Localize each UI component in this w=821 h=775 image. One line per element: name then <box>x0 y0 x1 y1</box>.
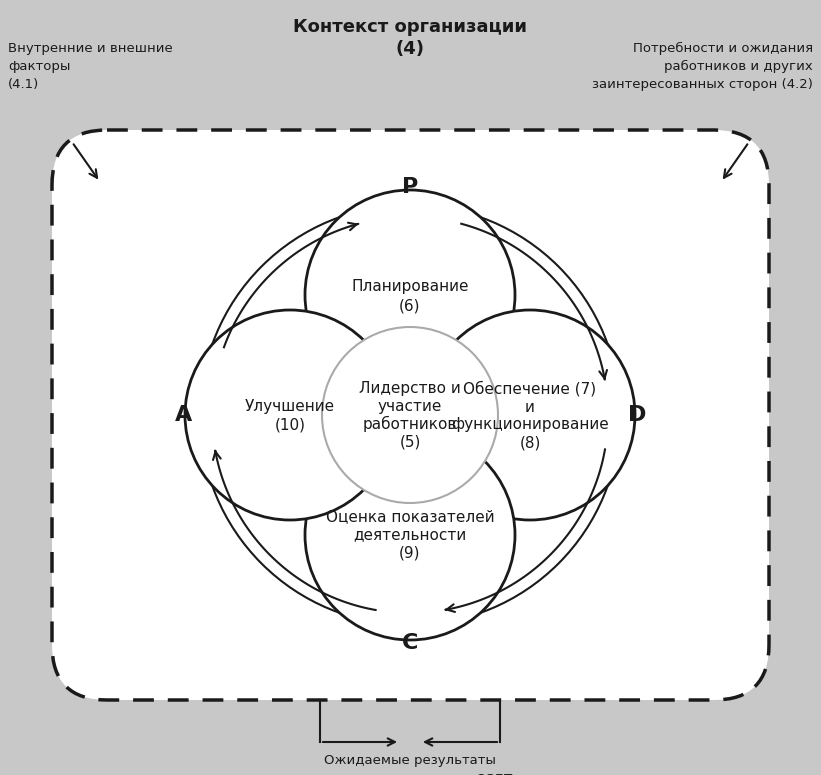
Text: P: P <box>401 177 418 197</box>
Text: Обеспечение (7): Обеспечение (7) <box>463 381 597 397</box>
Text: участие: участие <box>378 398 443 414</box>
Text: (5): (5) <box>399 435 420 449</box>
Circle shape <box>425 310 635 520</box>
Text: D: D <box>628 405 646 425</box>
Text: Лидерство и: Лидерство и <box>359 381 461 395</box>
Text: работников: работников <box>363 416 457 432</box>
Text: Потребности и ожидания
работников и других
заинтересованных сторон (4.2): Потребности и ожидания работников и друг… <box>592 42 813 91</box>
Text: C: C <box>401 633 418 653</box>
Text: Планирование: Планирование <box>351 280 469 294</box>
Text: Оценка показателей: Оценка показателей <box>326 509 494 525</box>
Text: Контекст организации: Контекст организации <box>293 18 527 36</box>
Text: (9): (9) <box>399 546 420 560</box>
Text: (8): (8) <box>520 436 541 450</box>
Text: Ожидаемые результаты
системы менеджмента ОЗБТ: Ожидаемые результаты системы менеджмента… <box>308 754 512 775</box>
Text: Внутренние и внешние
факторы
(4.1): Внутренние и внешние факторы (4.1) <box>8 42 172 91</box>
Circle shape <box>305 190 515 400</box>
Text: (10): (10) <box>274 418 305 432</box>
Text: Улучшение: Улучшение <box>245 398 335 414</box>
Text: (4): (4) <box>396 40 424 58</box>
Text: и: и <box>525 399 535 415</box>
Circle shape <box>322 327 498 503</box>
Circle shape <box>185 310 395 520</box>
Text: (6): (6) <box>399 298 420 314</box>
Text: деятельности: деятельности <box>353 528 466 542</box>
Circle shape <box>305 430 515 640</box>
Text: функционирование: функционирование <box>451 418 609 432</box>
Text: A: A <box>175 405 192 425</box>
FancyBboxPatch shape <box>52 130 769 700</box>
